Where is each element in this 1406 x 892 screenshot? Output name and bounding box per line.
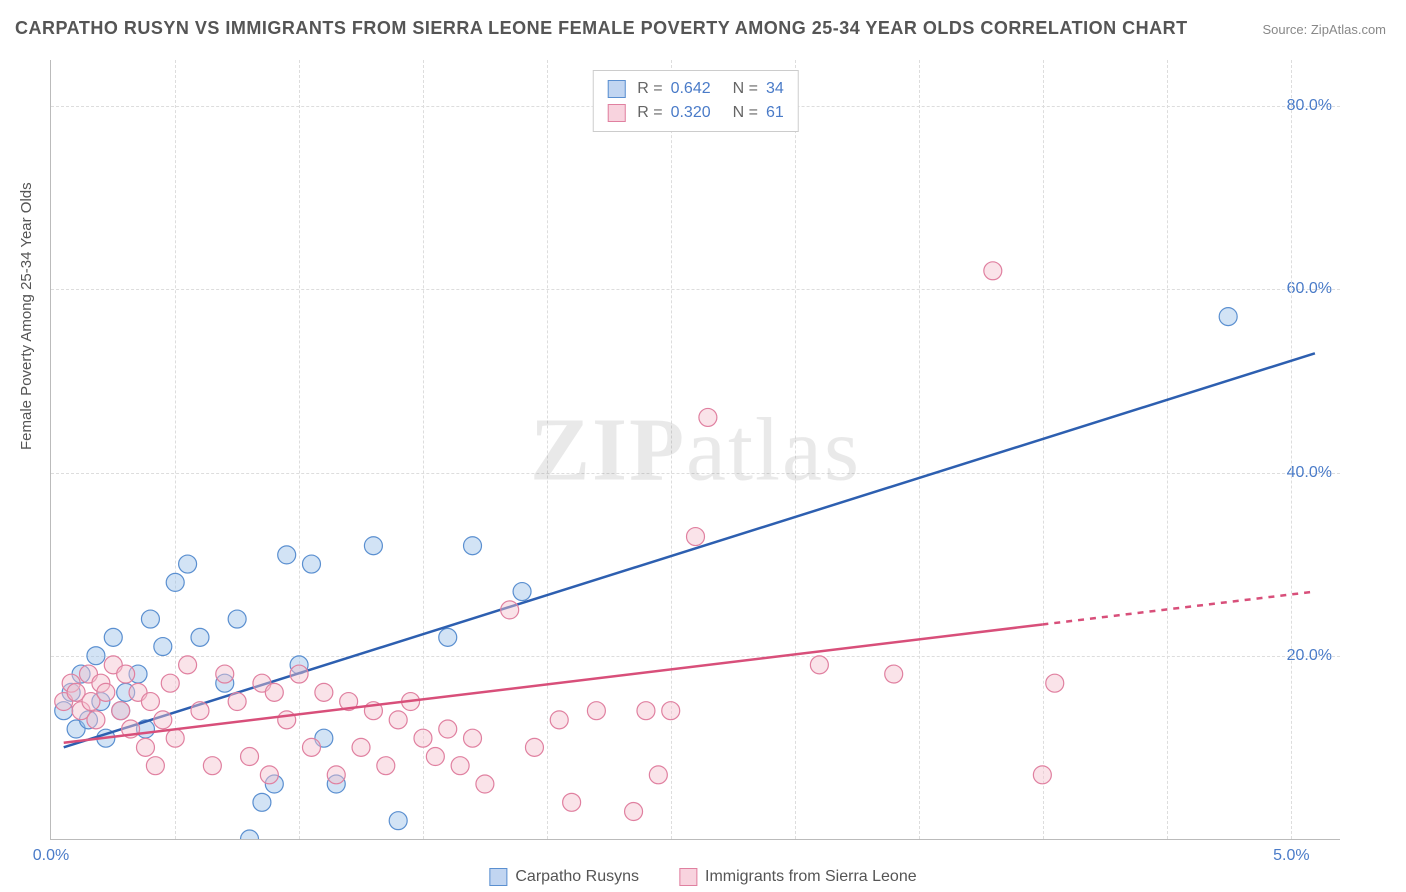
- data-point: [302, 738, 320, 756]
- data-point: [699, 408, 717, 426]
- data-point: [451, 757, 469, 775]
- data-point: [166, 729, 184, 747]
- swatch-pink-icon: [607, 104, 625, 122]
- data-point: [112, 702, 130, 720]
- chart-title: CARPATHO RUSYN VS IMMIGRANTS FROM SIERRA…: [15, 18, 1188, 39]
- data-point: [265, 683, 283, 701]
- legend-label: Carpatho Rusyns: [515, 868, 639, 886]
- data-point: [984, 262, 1002, 280]
- data-point: [228, 693, 246, 711]
- data-point: [1033, 766, 1051, 784]
- data-point: [97, 683, 115, 701]
- data-point: [389, 812, 407, 830]
- data-point: [1219, 308, 1237, 326]
- data-point: [87, 711, 105, 729]
- legend-label: Immigrants from Sierra Leone: [705, 868, 917, 886]
- swatch-blue-icon: [607, 80, 625, 98]
- data-point: [377, 757, 395, 775]
- data-point: [216, 665, 234, 683]
- data-point: [166, 573, 184, 591]
- data-point: [426, 748, 444, 766]
- data-point: [154, 638, 172, 656]
- data-point: [439, 628, 457, 646]
- data-point: [87, 647, 105, 665]
- data-point: [501, 601, 519, 619]
- data-point: [179, 555, 197, 573]
- y-axis-label: Female Poverty Among 25-34 Year Olds: [18, 182, 35, 450]
- source-label: Source: ZipAtlas.com: [1262, 22, 1386, 37]
- data-point: [141, 610, 159, 628]
- data-point: [315, 683, 333, 701]
- plot-svg: [51, 60, 1340, 839]
- data-point: [649, 766, 667, 784]
- data-point: [563, 793, 581, 811]
- data-point: [290, 665, 308, 683]
- data-point: [1046, 674, 1064, 692]
- data-point: [464, 729, 482, 747]
- data-point: [191, 628, 209, 646]
- data-point: [327, 766, 345, 784]
- data-point: [203, 757, 221, 775]
- data-point: [278, 711, 296, 729]
- data-point: [117, 665, 135, 683]
- swatch-pink-icon: [679, 868, 697, 886]
- swatch-blue-icon: [489, 868, 507, 886]
- data-point: [352, 738, 370, 756]
- stat-row-blue: R = 0.642 N = 34: [607, 77, 784, 101]
- x-tick-label: 0.0%: [33, 847, 69, 865]
- data-point: [278, 546, 296, 564]
- bottom-legend: Carpatho Rusyns Immigrants from Sierra L…: [489, 868, 916, 886]
- data-point: [146, 757, 164, 775]
- data-point: [687, 528, 705, 546]
- data-point: [241, 748, 259, 766]
- data-point: [476, 775, 494, 793]
- data-point: [253, 793, 271, 811]
- data-point: [302, 555, 320, 573]
- data-point: [154, 711, 172, 729]
- data-point: [550, 711, 568, 729]
- data-point: [260, 766, 278, 784]
- stat-row-pink: R = 0.320 N = 61: [607, 101, 784, 125]
- data-point: [637, 702, 655, 720]
- data-point: [389, 711, 407, 729]
- data-point: [885, 665, 903, 683]
- data-point: [439, 720, 457, 738]
- data-point: [228, 610, 246, 628]
- data-point: [525, 738, 543, 756]
- data-point: [136, 738, 154, 756]
- data-point: [464, 537, 482, 555]
- data-point: [161, 674, 179, 692]
- trend-line: [64, 353, 1315, 747]
- data-point: [191, 702, 209, 720]
- data-point: [179, 656, 197, 674]
- legend-item-blue: Carpatho Rusyns: [489, 868, 639, 886]
- data-point: [104, 628, 122, 646]
- data-point: [662, 702, 680, 720]
- data-point: [587, 702, 605, 720]
- legend-item-pink: Immigrants from Sierra Leone: [679, 868, 917, 886]
- chart-plot-area: ZIPatlas R = 0.642 N = 34 R = 0.320 N = …: [50, 60, 1340, 840]
- trend-line-dashed: [1042, 592, 1315, 625]
- data-point: [625, 803, 643, 821]
- data-point: [241, 830, 259, 839]
- data-point: [513, 583, 531, 601]
- data-point: [810, 656, 828, 674]
- data-point: [141, 693, 159, 711]
- x-tick-label: 5.0%: [1273, 847, 1309, 865]
- data-point: [414, 729, 432, 747]
- data-point: [364, 537, 382, 555]
- stat-legend: R = 0.642 N = 34 R = 0.320 N = 61: [592, 70, 799, 132]
